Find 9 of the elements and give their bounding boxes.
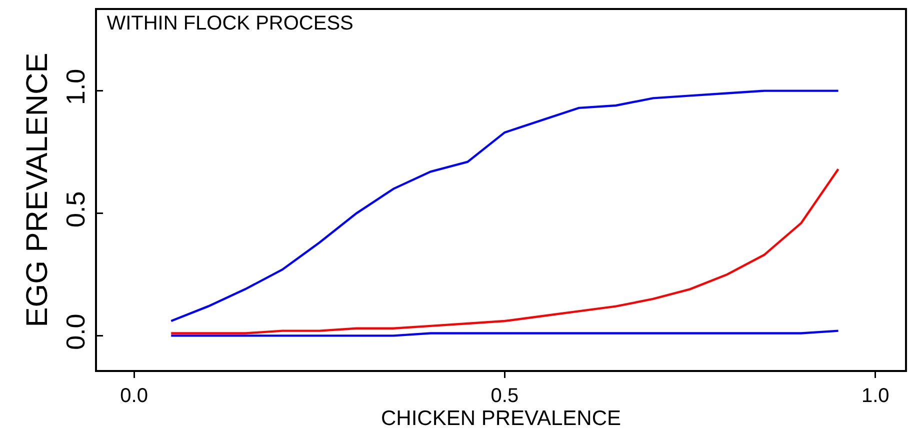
- y-tick-label: 1.0: [60, 68, 91, 105]
- y-axis-title: EGG PREVALENCE: [21, 52, 54, 328]
- chart-title: WITHIN FLOCK PROCESS: [106, 12, 354, 34]
- x-tick-label: 0.0: [120, 385, 148, 407]
- x-tick-label: 0.5: [490, 385, 519, 407]
- y-tick-label: 0.5: [60, 191, 91, 228]
- y-tick-label: 0.0: [60, 314, 91, 350]
- x-axis-title: CHICKEN PREVALENCE: [380, 407, 622, 430]
- x-tick-label: 1.0: [861, 385, 890, 407]
